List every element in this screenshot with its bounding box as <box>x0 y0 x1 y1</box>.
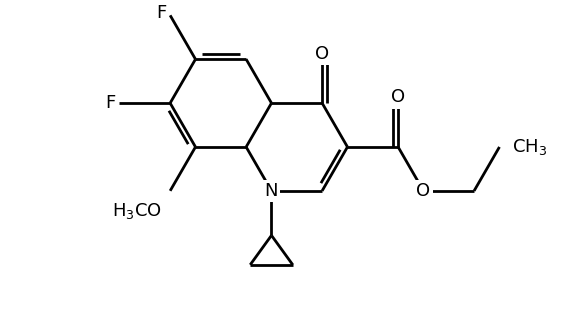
Text: F: F <box>105 94 116 112</box>
Text: N: N <box>265 182 278 200</box>
Text: F: F <box>156 4 166 22</box>
Text: O: O <box>416 182 430 200</box>
Text: CH$_3$: CH$_3$ <box>512 137 548 157</box>
Text: O: O <box>315 45 329 63</box>
Text: O: O <box>391 88 405 106</box>
Text: H$_3$CO: H$_3$CO <box>112 201 162 220</box>
